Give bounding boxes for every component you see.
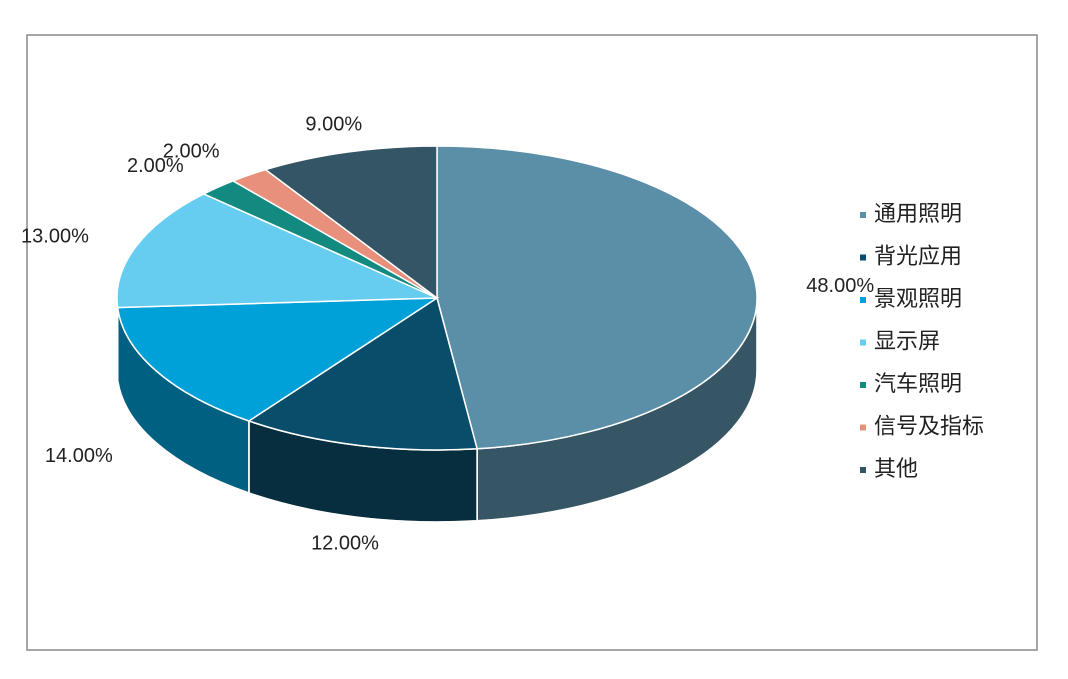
legend-marker (860, 297, 866, 303)
slice (247, 296, 479, 451)
legend-label: 景观照明 (874, 286, 962, 311)
legend-label: 显示屏 (874, 328, 940, 353)
legend-marker (860, 254, 866, 261)
data-label: 2.00% (127, 155, 184, 177)
data-label: 2.00% (163, 141, 220, 163)
data-label: 12.00% (311, 533, 379, 555)
legend-label: 通用照明 (874, 201, 962, 226)
data-label: 14.00% (45, 445, 113, 467)
legend-marker (860, 212, 866, 218)
data-label: 48.00% (806, 275, 874, 297)
data-label: 13.00% (21, 225, 89, 247)
slice (263, 145, 438, 300)
legend-marker (860, 339, 866, 346)
legend-label: 汽车照明 (874, 371, 962, 396)
slice (436, 145, 758, 450)
legend-label: 背光应用 (874, 243, 962, 268)
data-label: 9.00% (305, 113, 362, 135)
legend-label: 信号及指标 (874, 413, 984, 438)
slice (116, 297, 440, 422)
legend-marker (860, 382, 866, 388)
legend-marker (860, 467, 866, 473)
legend-label: 其他 (874, 456, 918, 481)
legend-marker (860, 424, 866, 431)
slice (116, 193, 438, 309)
